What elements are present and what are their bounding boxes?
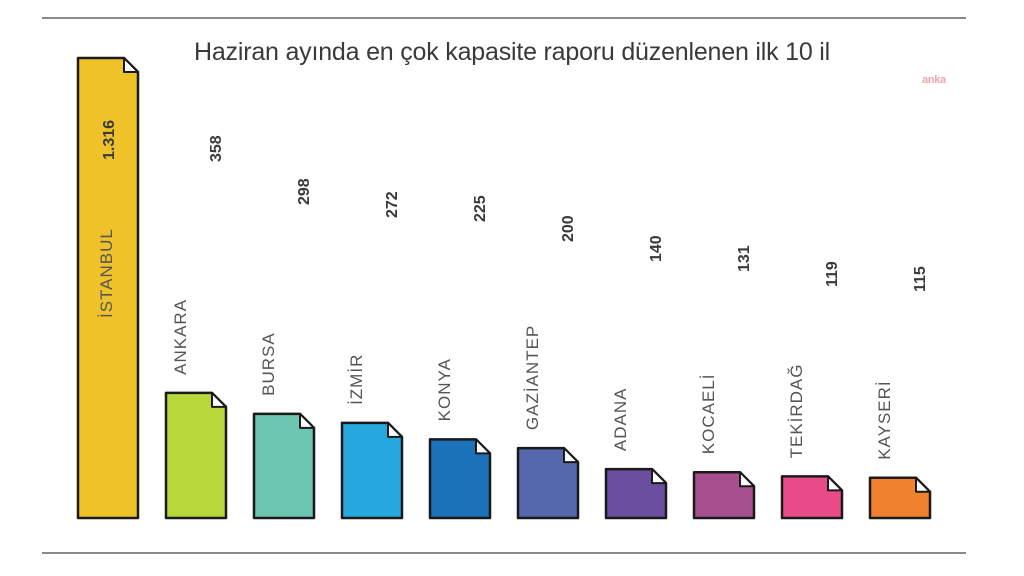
- bar-group: İZMİR 272: [340, 191, 404, 520]
- bar-fold-corner: [739, 471, 755, 488]
- bar-group: KONYA 225: [428, 195, 492, 520]
- city-label: KONYA: [435, 358, 454, 421]
- bar-group: TEKİRDAĞ 119: [780, 261, 844, 520]
- bar-group: ADANA 140: [604, 235, 668, 520]
- city-label: İZMİR: [347, 354, 366, 405]
- city-label: ANKARA: [171, 299, 190, 375]
- bar: [252, 412, 316, 520]
- bar: [340, 421, 404, 520]
- value-label: 140: [648, 235, 665, 262]
- bar-fold-corner: [827, 475, 843, 492]
- value-label: 298: [296, 178, 313, 205]
- bar-fold-corner: [387, 421, 403, 438]
- bar-group: BURSA 298: [252, 178, 316, 520]
- value-label: 131: [736, 245, 753, 272]
- bar-fold-corner: [563, 447, 579, 464]
- value-label: 272: [384, 191, 401, 218]
- city-label: KOCAELİ: [699, 374, 718, 455]
- bar: [428, 438, 492, 520]
- chart-title: Haziran ayında en çok kapasite raporu dü…: [193, 38, 831, 66]
- city-label: TEKİRDAĞ: [787, 363, 806, 458]
- value-label: 225: [472, 195, 489, 222]
- bar-fold-corner: [211, 391, 227, 408]
- bottom-rule: [42, 552, 966, 554]
- bar-fold-corner: [651, 468, 667, 485]
- bar-fold-corner: [915, 476, 931, 493]
- bar: [516, 446, 580, 520]
- top-rule: [42, 17, 966, 19]
- city-label: GAZİANTEP: [523, 325, 542, 430]
- bar: [76, 56, 140, 520]
- value-label: 119: [824, 261, 841, 287]
- watermark-logo: anka: [922, 74, 946, 86]
- value-label: 1.316: [101, 120, 118, 160]
- city-label: BURSA: [259, 332, 278, 396]
- city-label: KAYSERİ: [875, 380, 894, 459]
- city-label: ADANA: [611, 387, 630, 451]
- bar-group: GAZİANTEP 200: [516, 215, 580, 520]
- bar-fold-corner: [123, 57, 139, 73]
- bar: [164, 391, 228, 520]
- bar-fold-corner: [299, 412, 315, 429]
- bar-group: ANKARA 358: [164, 135, 228, 520]
- bar-group: KOCAELİ 131: [692, 245, 756, 520]
- value-label: 358: [208, 135, 225, 162]
- bar-fold-corner: [475, 438, 491, 455]
- value-label: 115: [912, 266, 929, 292]
- bar-group: İSTANBUL 1.316: [76, 56, 140, 520]
- city-label: İSTANBUL: [97, 228, 116, 318]
- value-label: 200: [560, 215, 577, 242]
- bar-group: KAYSERİ 115: [868, 266, 932, 520]
